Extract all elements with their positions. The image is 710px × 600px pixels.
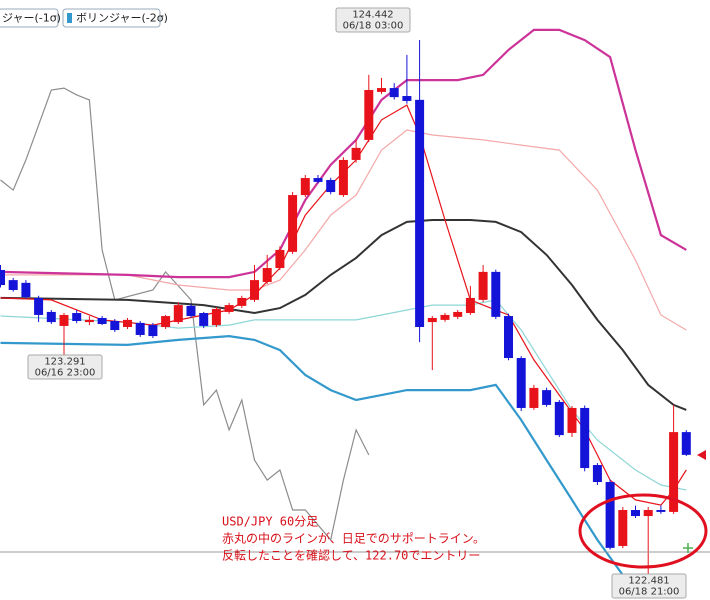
candle-body <box>148 325 158 337</box>
candle-body <box>97 317 107 325</box>
candle-body <box>8 280 18 290</box>
candle-body <box>34 297 44 315</box>
indicator-line <box>0 334 687 582</box>
candle-body <box>72 313 82 321</box>
legend-swatch <box>67 13 72 23</box>
candle-body <box>224 305 234 312</box>
indicator-line <box>0 219 687 411</box>
candle-body <box>21 282 31 298</box>
candle-body <box>173 305 183 323</box>
candle-body <box>211 308 221 326</box>
legend-label: ボリンジャー(-2σ) <box>76 12 168 25</box>
note-line: USD/JPY 60分足 <box>222 515 318 529</box>
candle-body <box>123 319 132 328</box>
candle-body <box>529 387 539 408</box>
candle-body <box>135 322 145 335</box>
highlight-circle <box>578 493 708 569</box>
candle-body <box>491 271 501 317</box>
candle-body <box>250 280 259 300</box>
candle-body <box>415 99 425 328</box>
candle-body <box>440 314 450 320</box>
legend: ジャー(-1σ) ボリンジャー(-2σ) <box>0 8 168 28</box>
candle-body <box>84 319 94 323</box>
tag-time: 06/18 21:00 <box>619 587 680 598</box>
candle-body <box>681 432 691 455</box>
candle-body <box>59 314 69 326</box>
tag-box <box>335 7 411 33</box>
candle-body <box>275 249 285 269</box>
candle-body <box>288 195 298 252</box>
candle-body <box>580 407 590 469</box>
tag-price: 124.442 <box>352 10 393 21</box>
candle-body <box>542 390 552 405</box>
indicator-line <box>0 87 370 542</box>
candle-body <box>262 268 272 283</box>
candle-body <box>0 269 5 286</box>
candle-body <box>631 510 640 517</box>
candle-body <box>605 482 615 548</box>
candle-body <box>478 271 488 300</box>
legend-box <box>62 8 161 28</box>
candle-body <box>656 510 666 512</box>
candle-body <box>402 96 412 101</box>
candle-body <box>313 178 323 182</box>
candle-body <box>504 316 513 359</box>
candle-body <box>199 313 209 326</box>
indicator-line <box>0 129 687 331</box>
note-line: 反転したことを確認して、122.70でエントリー <box>222 548 480 563</box>
candle-body <box>389 88 399 98</box>
candle-body <box>46 311 56 323</box>
candle-body <box>300 178 310 196</box>
tag-time: 06/16 23:00 <box>35 368 96 379</box>
crosshair-icon <box>683 543 693 553</box>
candle-body <box>465 297 475 314</box>
note-line: 赤丸の中のラインが、日足でのサポートライン。 <box>222 531 485 546</box>
tag-price: 122.481 <box>628 576 669 587</box>
legend-label: ジャー(-1σ) <box>2 12 61 25</box>
candle-body <box>516 358 526 408</box>
candle-body <box>427 317 437 323</box>
candle-body <box>618 510 628 546</box>
candle-body <box>643 510 653 517</box>
tag-box <box>27 354 103 380</box>
tag-price: 123.291 <box>44 357 85 368</box>
candle-body <box>592 465 602 483</box>
candle-body <box>377 88 386 92</box>
candle-body <box>453 311 463 317</box>
candle-body <box>554 401 564 436</box>
candle-body <box>237 297 247 306</box>
candle-body <box>161 316 171 328</box>
candles <box>0 40 691 579</box>
candle-body <box>364 89 374 140</box>
candle-body <box>186 305 196 317</box>
price-marker <box>697 450 706 460</box>
tag-box <box>611 573 687 599</box>
candle-body <box>326 179 336 193</box>
candle-body <box>351 147 361 160</box>
candle-body <box>110 320 120 331</box>
candle-body <box>669 432 679 512</box>
tag-time: 06/18 03:00 <box>343 21 404 32</box>
legend-box <box>0 8 59 28</box>
candle-body <box>338 159 348 196</box>
candle-body <box>567 407 577 433</box>
